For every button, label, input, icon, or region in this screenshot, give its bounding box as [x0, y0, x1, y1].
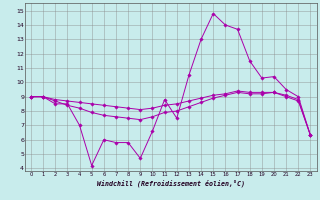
X-axis label: Windchill (Refroidissement éolien,°C): Windchill (Refroidissement éolien,°C)	[97, 179, 245, 187]
